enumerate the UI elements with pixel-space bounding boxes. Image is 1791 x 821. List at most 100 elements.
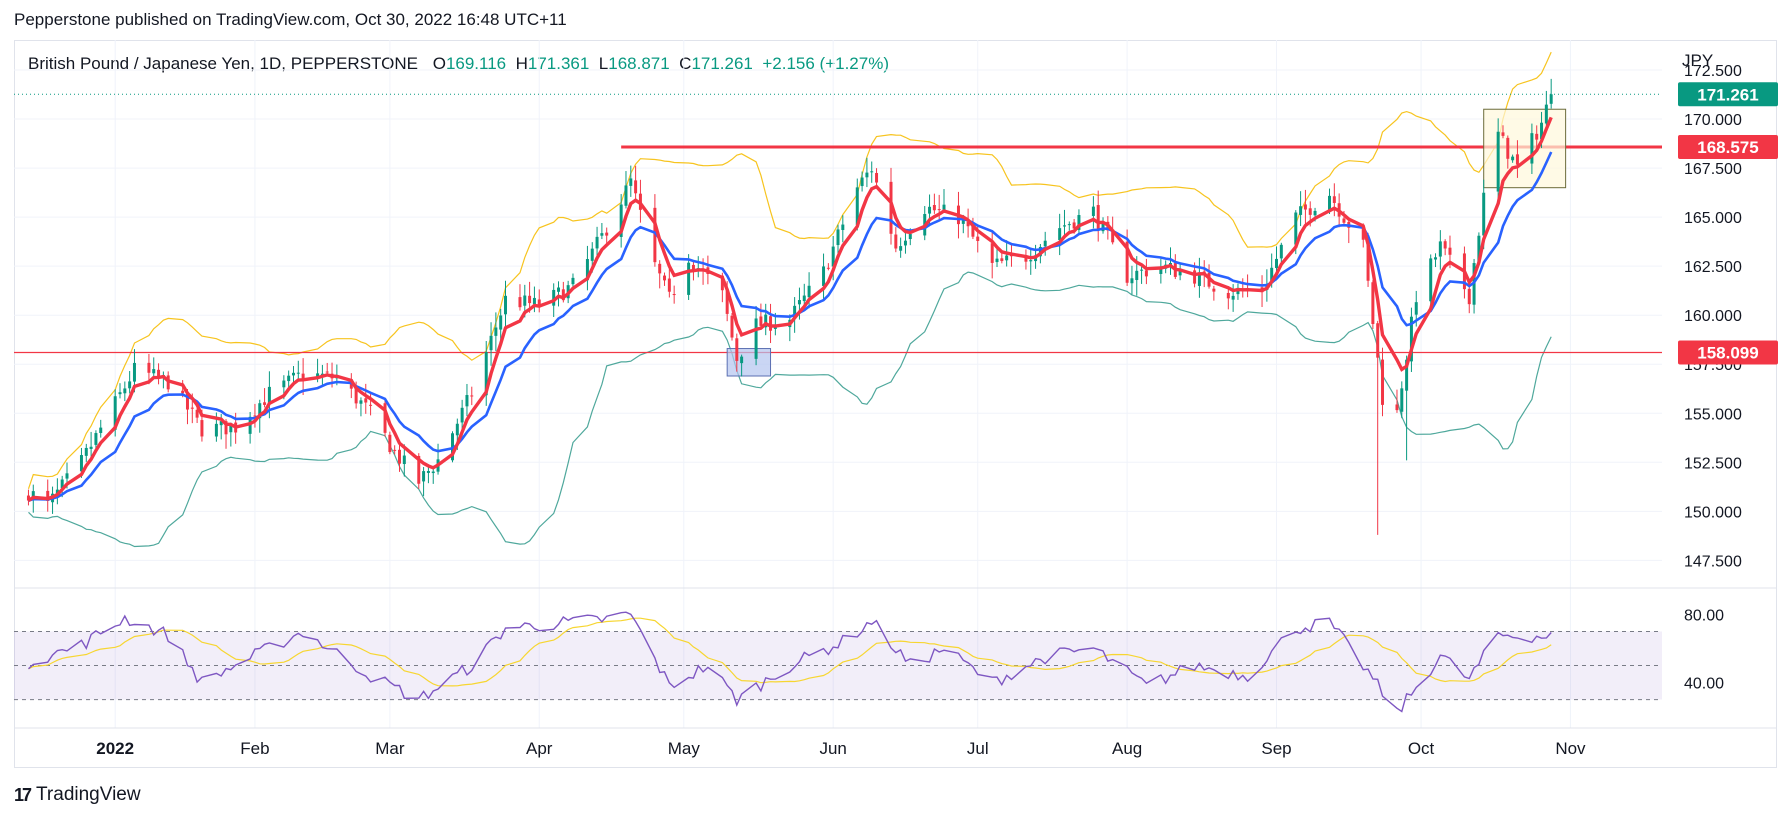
candle[interactable] (634, 180, 638, 194)
candle[interactable] (1294, 212, 1298, 245)
candle[interactable] (1438, 241, 1442, 257)
candle[interactable] (624, 185, 628, 206)
candle[interactable] (903, 240, 907, 246)
candle[interactable] (1029, 260, 1033, 262)
candle[interactable] (687, 262, 691, 295)
candle[interactable] (1077, 215, 1081, 230)
candle[interactable] (431, 471, 435, 474)
candle[interactable] (552, 289, 556, 306)
candle[interactable] (65, 473, 69, 479)
candle[interactable] (1467, 288, 1471, 305)
candle[interactable] (1130, 278, 1134, 284)
price-tag[interactable] (1678, 82, 1778, 107)
candle[interactable] (691, 264, 695, 270)
candle[interactable] (1544, 104, 1548, 124)
candle[interactable] (383, 403, 387, 433)
candle[interactable] (523, 295, 527, 306)
candle[interactable] (865, 172, 869, 178)
candle[interactable] (1540, 122, 1544, 140)
candle[interactable] (937, 209, 941, 211)
candle[interactable] (928, 206, 932, 214)
candle[interactable] (118, 392, 122, 395)
candle[interactable] (1405, 359, 1409, 391)
candle[interactable] (426, 470, 430, 473)
candle[interactable] (1414, 302, 1418, 315)
candle[interactable] (990, 243, 994, 263)
candle[interactable] (1361, 227, 1365, 240)
symbol-title[interactable]: British Pound / Japanese Yen, 1D, PEPPER… (28, 54, 418, 73)
candle[interactable] (89, 446, 93, 449)
candle[interactable] (571, 277, 575, 285)
candle[interactable] (658, 263, 662, 274)
candle[interactable] (325, 371, 329, 373)
candle[interactable] (932, 205, 936, 211)
candle[interactable] (1477, 235, 1481, 263)
candle[interactable] (398, 449, 401, 464)
candle[interactable] (301, 373, 305, 380)
candle[interactable] (1135, 270, 1139, 280)
candle[interactable] (1400, 388, 1404, 412)
candle[interactable] (287, 375, 291, 382)
candle[interactable] (1530, 133, 1534, 164)
candle[interactable] (219, 421, 223, 426)
candle[interactable] (720, 275, 724, 291)
candle[interactable] (532, 297, 536, 305)
candle[interactable] (663, 275, 667, 281)
candle[interactable] (1062, 225, 1066, 227)
candle[interactable] (60, 479, 64, 489)
candle[interactable] (132, 362, 136, 382)
candle[interactable] (1299, 206, 1303, 215)
candle[interactable] (1178, 271, 1182, 276)
candle[interactable] (1140, 269, 1144, 271)
candle[interactable] (1506, 137, 1510, 159)
candle[interactable] (402, 455, 406, 465)
candle[interactable] (1212, 288, 1216, 292)
candle[interactable] (253, 415, 257, 417)
candle[interactable] (152, 369, 156, 374)
candle[interactable] (995, 258, 999, 263)
candle[interactable] (157, 369, 161, 377)
candle[interactable] (1511, 156, 1515, 161)
candle[interactable] (1193, 270, 1197, 284)
candle[interactable] (754, 318, 758, 359)
candle[interactable] (831, 246, 835, 267)
candle[interactable] (870, 171, 874, 173)
candle[interactable] (282, 380, 286, 388)
candle[interactable] (465, 395, 469, 407)
candle[interactable] (1496, 131, 1500, 192)
candle[interactable] (1313, 210, 1317, 216)
candle[interactable] (1000, 258, 1004, 262)
candle[interactable] (769, 316, 773, 331)
candle[interactable] (1231, 295, 1235, 300)
candle[interactable] (369, 404, 373, 406)
candle[interactable] (899, 246, 903, 251)
candle[interactable] (595, 236, 599, 249)
candle[interactable] (1303, 204, 1307, 210)
candle[interactable] (764, 314, 768, 328)
candle[interactable] (123, 388, 127, 394)
candle[interactable] (1366, 240, 1370, 281)
candle[interactable] (263, 402, 267, 405)
candle[interactable] (1159, 266, 1163, 274)
candle[interactable] (561, 289, 565, 301)
candle[interactable] (1515, 154, 1519, 165)
candle[interactable] (489, 335, 493, 351)
highlight-box[interactable] (726, 348, 772, 377)
candle[interactable] (359, 400, 363, 404)
candle[interactable] (128, 381, 132, 389)
candle[interactable] (1328, 195, 1332, 212)
candle[interactable] (224, 421, 228, 435)
highlight-box[interactable] (1483, 108, 1567, 189)
candle[interactable] (1101, 221, 1105, 232)
price-tag[interactable] (1678, 340, 1778, 365)
candle[interactable] (1058, 228, 1062, 241)
candle[interactable] (942, 204, 946, 211)
candle[interactable] (557, 287, 561, 292)
candle[interactable] (528, 295, 532, 304)
candle[interactable] (113, 396, 117, 430)
candle[interactable] (1482, 192, 1486, 236)
candle[interactable] (1381, 359, 1385, 405)
candle[interactable] (1376, 323, 1380, 358)
candle[interactable] (826, 267, 830, 269)
